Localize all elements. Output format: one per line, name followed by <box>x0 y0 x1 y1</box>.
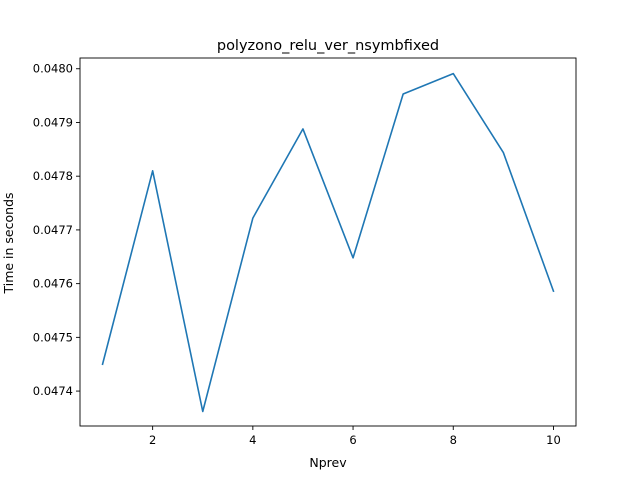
y-tick-label: 0.0477 <box>33 223 73 237</box>
y-tick-label: 0.0480 <box>33 62 73 76</box>
data-point-3 <box>202 410 204 412</box>
x-tick-label: 8 <box>450 433 457 447</box>
x-tick-label: 2 <box>149 433 156 447</box>
y-tick-label: 0.0474 <box>33 384 73 398</box>
data-point-1 <box>101 363 103 365</box>
series-line-0 <box>101 72 555 413</box>
data-point-9 <box>502 151 504 153</box>
axes-frame <box>79 57 577 427</box>
data-point-2 <box>151 170 153 172</box>
y-tick-label: 0.0479 <box>33 115 73 129</box>
x-tick-label: 4 <box>249 433 256 447</box>
data-point-8 <box>452 72 454 74</box>
y-tick-label: 0.0475 <box>33 330 73 344</box>
y-tick-label: 0.0478 <box>33 169 73 183</box>
data-point-5 <box>302 128 304 130</box>
x-tick-label: 10 <box>546 433 561 447</box>
y-axis-label: Time in seconds <box>1 192 16 294</box>
x-axis-label: Nprev <box>309 455 347 470</box>
data-point-4 <box>252 217 254 219</box>
data-point-10 <box>552 290 554 292</box>
plot-area: 2 4 6 8 10 0.0474 0.0475 0.0476 0.0477 0.0478 0.04… <box>33 57 577 447</box>
data-point-6 <box>352 257 354 259</box>
x-tick-label: 6 <box>349 433 356 447</box>
chart-title: polyzono_relu_ver_nsymbfixed <box>217 38 439 54</box>
y-tick-label: 0.0476 <box>33 277 73 291</box>
data-point-7 <box>402 93 404 95</box>
